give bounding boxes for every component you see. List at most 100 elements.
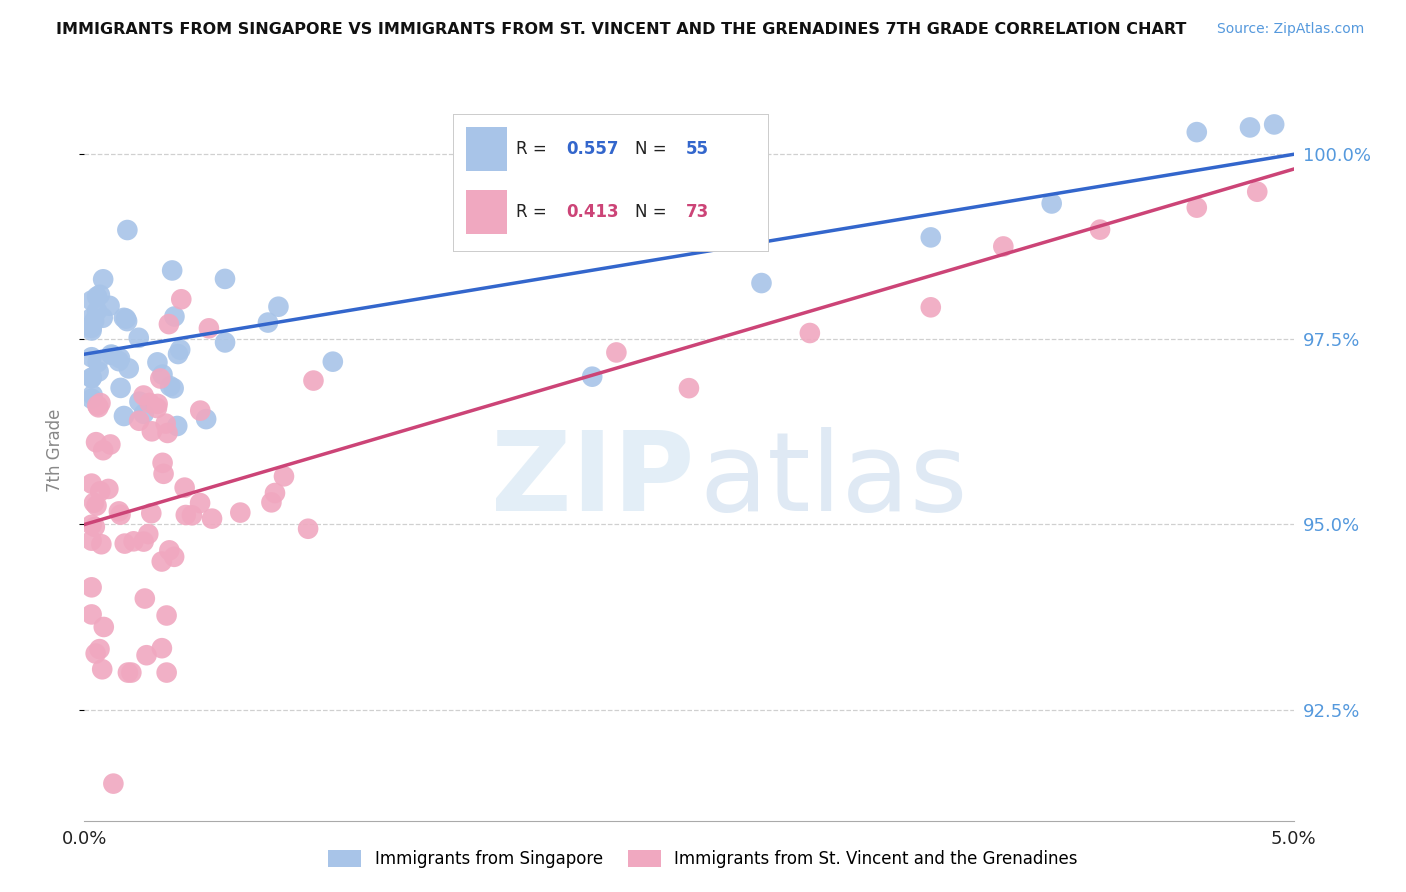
Point [181, 508, 204, 523]
Point [87, 365, 110, 379]
Point [267, 300, 290, 314]
Point [264, 486, 287, 500]
Point [195, 412, 218, 426]
Point [993, 239, 1015, 253]
Point [86, 499, 108, 513]
Point [163, 310, 186, 324]
Point [141, 506, 163, 520]
Point [273, 469, 295, 483]
Point [678, 381, 700, 395]
Point [114, 536, 136, 550]
Point [132, 388, 155, 402]
Point [98, 299, 121, 313]
Point [83, 496, 105, 510]
Point [146, 397, 169, 411]
Text: Source: ZipAtlas.com: Source: ZipAtlas.com [1216, 22, 1364, 37]
Point [132, 534, 155, 549]
Point [103, 777, 125, 791]
Point [134, 591, 156, 606]
Point [170, 293, 193, 307]
Point [80, 517, 103, 532]
Point [146, 401, 169, 415]
Point [117, 223, 139, 237]
Point [152, 467, 174, 481]
Point [174, 508, 197, 522]
Point [80, 371, 103, 385]
Point [214, 335, 236, 350]
Point [163, 381, 186, 395]
Point [159, 379, 181, 393]
Point [108, 504, 131, 518]
Point [166, 419, 188, 434]
Point [80, 476, 103, 491]
Point [83, 520, 105, 534]
Point [110, 381, 132, 395]
Point [581, 369, 603, 384]
Point [80, 392, 103, 406]
Point [91, 662, 114, 676]
Text: atlas: atlas [700, 426, 969, 533]
Point [138, 396, 160, 410]
Legend: Immigrants from Singapore, Immigrants from St. Vincent and the Grenadines: Immigrants from Singapore, Immigrants fr… [322, 843, 1084, 875]
Point [173, 481, 195, 495]
Point [198, 321, 221, 335]
Point [97, 482, 120, 496]
Point [80, 533, 103, 548]
Point [128, 414, 150, 428]
Point [1239, 120, 1261, 135]
Point [91, 272, 114, 286]
Point [91, 310, 114, 325]
Point [84, 647, 107, 661]
Point [120, 665, 142, 680]
Point [297, 522, 319, 536]
Point [1263, 118, 1285, 132]
Point [188, 403, 211, 417]
Point [257, 316, 280, 330]
Point [83, 314, 105, 328]
Text: ZIP: ZIP [491, 426, 695, 533]
Point [80, 324, 103, 338]
Point [214, 272, 236, 286]
Point [322, 354, 344, 368]
Point [157, 543, 180, 558]
Point [84, 435, 107, 450]
Point [117, 665, 139, 680]
Point [82, 388, 104, 402]
Point [201, 511, 224, 525]
Y-axis label: 7th Grade: 7th Grade [45, 409, 63, 492]
Point [86, 399, 108, 413]
Point [152, 368, 174, 382]
Point [152, 456, 174, 470]
Point [155, 608, 177, 623]
Point [108, 351, 131, 366]
Point [100, 347, 122, 361]
Point [155, 417, 177, 431]
Point [89, 484, 111, 499]
Point [751, 276, 773, 290]
Point [115, 311, 138, 326]
Point [146, 355, 169, 369]
Point [1185, 125, 1208, 139]
Point [141, 425, 163, 439]
Point [80, 321, 103, 335]
Point [260, 495, 283, 509]
Point [156, 425, 179, 440]
Point [1040, 196, 1063, 211]
Point [160, 263, 183, 277]
Point [135, 648, 157, 663]
Text: IMMIGRANTS FROM SINGAPORE VS IMMIGRANTS FROM ST. VINCENT AND THE GRENADINES 7TH : IMMIGRANTS FROM SINGAPORE VS IMMIGRANTS … [56, 22, 1187, 37]
Point [80, 310, 103, 325]
Point [605, 345, 627, 359]
Point [89, 396, 111, 410]
Point [108, 354, 131, 368]
Point [799, 326, 821, 340]
Point [920, 230, 942, 244]
Point [169, 343, 191, 357]
Point [163, 549, 186, 564]
Point [122, 534, 145, 549]
Point [80, 350, 103, 364]
Point [86, 289, 108, 303]
Point [80, 607, 103, 622]
Point [1185, 201, 1208, 215]
Point [149, 371, 172, 385]
